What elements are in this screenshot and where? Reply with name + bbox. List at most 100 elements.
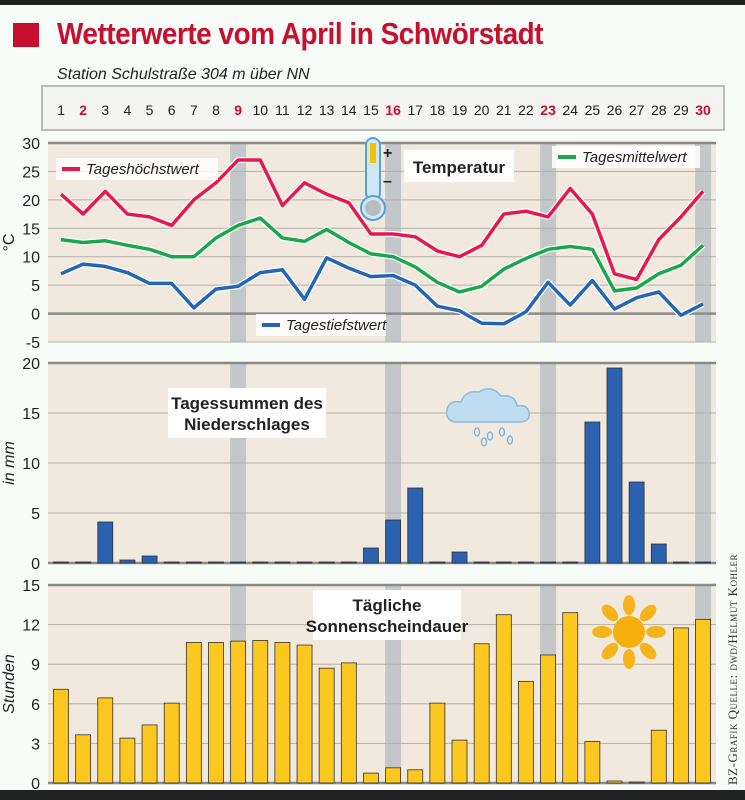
temperature-title: Temperatur <box>413 158 506 177</box>
thermometer-icon: +– <box>360 137 392 221</box>
day-label: 28 <box>651 102 667 118</box>
legend-label-max: Tageshöchstwert <box>86 161 200 178</box>
precip-bar <box>385 519 402 564</box>
sunshine-bar <box>296 644 313 784</box>
precip-title-box <box>168 388 326 438</box>
precip-bar <box>518 561 534 564</box>
precip-bar <box>695 561 711 564</box>
day-label: 16 <box>385 102 401 118</box>
precip-bar <box>119 559 136 564</box>
precip-bar <box>429 561 446 564</box>
precip-title-line2: Niederschlages <box>184 415 310 434</box>
sun-ray <box>592 626 612 638</box>
y-tick-label: 20 <box>22 193 40 210</box>
day-label: 23 <box>540 102 556 118</box>
y-tick-label: 25 <box>22 164 40 181</box>
sun-ray <box>601 642 619 660</box>
sunshine-title-line1: Tägliche <box>353 596 422 615</box>
precip-bar <box>451 551 468 564</box>
precip-bar <box>163 561 180 564</box>
sun-ray <box>601 604 619 622</box>
y-axis-label: in mm <box>1 441 18 485</box>
raindrop <box>498 427 506 437</box>
sun-ray <box>639 642 657 660</box>
precip-bar <box>495 561 512 564</box>
station-subtitle: Station Schulstraße 304 m über NN <box>57 66 310 83</box>
y-tick-label: 5 <box>31 278 40 295</box>
day-label: 8 <box>212 102 220 118</box>
day-label: 22 <box>518 102 534 118</box>
day-label: 4 <box>124 102 132 118</box>
precip-bar <box>230 561 247 564</box>
precip-bar <box>628 481 645 564</box>
legend-box <box>552 146 700 168</box>
legend-label-mean: Tagesmittelwert <box>582 149 687 166</box>
precip-bar <box>208 561 224 564</box>
day-label: 15 <box>363 102 379 118</box>
precip-bar <box>97 521 114 564</box>
sunday-band <box>540 143 557 342</box>
day-header-box <box>41 85 725 131</box>
legend-box <box>256 314 386 336</box>
y-tick-label: 15 <box>22 578 40 595</box>
sunday-band <box>385 143 402 342</box>
raindrop <box>486 431 494 441</box>
sunshine-bar <box>318 667 335 784</box>
day-label: 3 <box>101 102 109 118</box>
day-label: 12 <box>297 102 313 118</box>
bottom-border <box>0 790 745 800</box>
day-label: 19 <box>452 102 468 118</box>
day-label: 29 <box>673 102 689 118</box>
day-label: 25 <box>585 102 601 118</box>
precip-bar <box>141 555 158 564</box>
day-label: 27 <box>629 102 645 118</box>
sunshine-bar <box>274 642 291 784</box>
sunshine-bar <box>518 680 534 784</box>
cloud-shape <box>445 388 531 423</box>
precip-bar <box>650 543 667 564</box>
precip-bar <box>340 561 357 564</box>
precip-bar <box>363 547 379 564</box>
y-tick-label: 6 <box>31 697 40 714</box>
day-label: 9 <box>234 102 242 118</box>
page-title: Wetterwerte vom April in Schwörstadt <box>57 16 544 51</box>
y-tick-label: 3 <box>31 736 40 753</box>
sunshine-bar <box>562 612 579 784</box>
sunshine-bar <box>584 741 601 784</box>
day-label: 21 <box>496 102 512 118</box>
precip-bar <box>673 561 689 564</box>
sunshine-bar <box>628 781 645 784</box>
thermometer-mercury <box>370 143 376 163</box>
sunshine-bar <box>119 737 136 784</box>
sun-ray <box>646 626 666 638</box>
sunshine-bar <box>407 769 424 784</box>
day-label: 2 <box>79 102 87 118</box>
sunshine-bar <box>495 614 512 784</box>
sunshine-bar <box>540 654 556 784</box>
day-label: 17 <box>407 102 423 118</box>
sunshine-bar <box>429 702 446 784</box>
y-tick-label: 12 <box>22 618 40 635</box>
precip-bar <box>407 487 424 564</box>
sunshine-bar <box>53 688 69 784</box>
sun-ray <box>623 649 635 669</box>
raindrop <box>473 427 481 437</box>
sunshine-title-line2: Sonnenscheindauer <box>306 617 469 636</box>
y-tick-label: 15 <box>22 406 40 423</box>
y-tick-label: -5 <box>26 335 40 352</box>
day-label: 30 <box>695 102 711 118</box>
sun-ray <box>639 604 657 622</box>
day-label: 7 <box>190 102 198 118</box>
sunshine-bar <box>650 729 667 784</box>
sunshine-bar <box>185 642 202 784</box>
sunshine-bar <box>141 724 158 784</box>
precip-bar <box>53 561 69 564</box>
precip-bar <box>584 421 601 564</box>
sunshine-bar <box>673 627 689 784</box>
sun-ray <box>623 595 635 615</box>
sunday-band <box>695 143 712 342</box>
thermometer-plus: + <box>383 145 392 162</box>
y-tick-label: 0 <box>31 307 40 324</box>
precip-bar <box>540 561 556 564</box>
